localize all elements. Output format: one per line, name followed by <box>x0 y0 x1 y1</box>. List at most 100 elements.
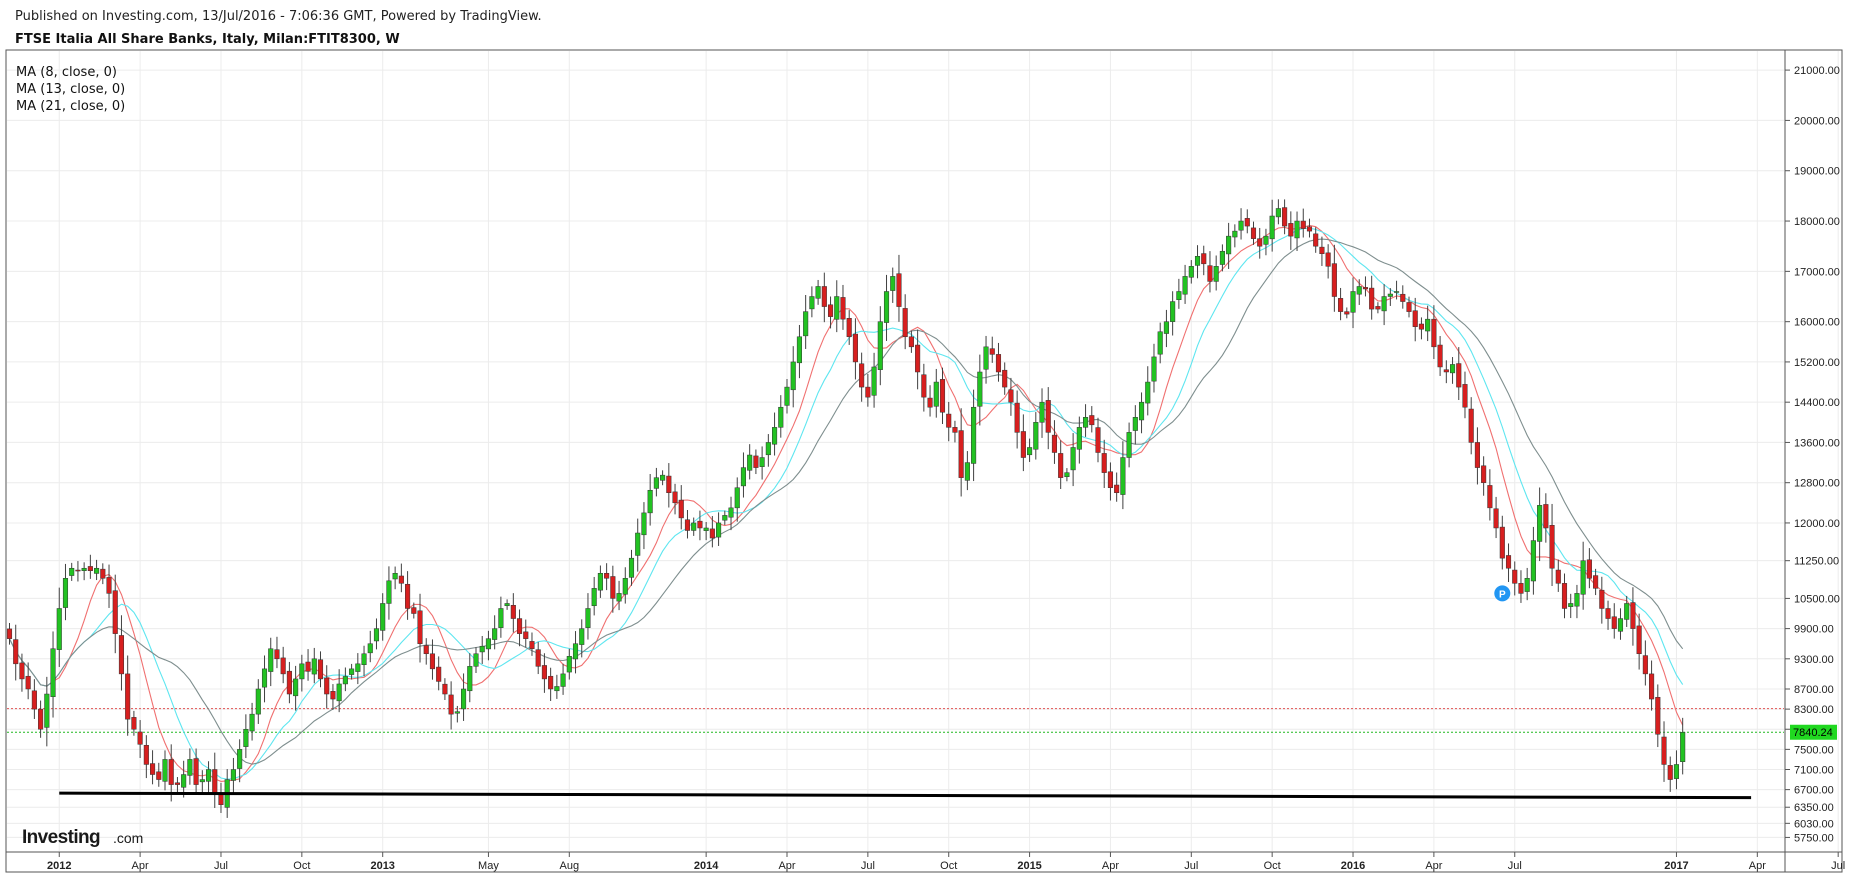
candle <box>280 646 286 684</box>
candle <box>1505 543 1512 582</box>
candle-down <box>958 430 964 478</box>
candle-up <box>747 454 753 471</box>
p-marker[interactable]: P <box>1494 585 1511 602</box>
marker-circle[interactable] <box>1494 585 1511 602</box>
candle-down <box>1107 471 1113 488</box>
candle-down <box>1095 427 1101 453</box>
candle <box>1020 414 1026 472</box>
candle <box>1561 573 1568 619</box>
candle-down <box>38 708 44 730</box>
candle <box>1493 496 1499 539</box>
candle-up <box>566 656 572 673</box>
candle <box>1468 397 1474 455</box>
candle-up <box>243 728 249 747</box>
candle-up <box>268 648 274 672</box>
candle-down <box>946 413 952 428</box>
y-tick-label: 12800.00 <box>1794 478 1840 490</box>
candle-down <box>1505 555 1512 569</box>
candle <box>1549 503 1555 587</box>
candle-down <box>398 575 404 584</box>
candle <box>759 446 765 480</box>
candle <box>62 563 69 621</box>
x-tick-label: Oct <box>940 860 957 872</box>
candle-down <box>1014 402 1020 433</box>
candle <box>834 280 840 333</box>
candle-down <box>1020 431 1026 458</box>
candle <box>1568 593 1574 619</box>
candle <box>199 770 205 794</box>
candle <box>821 272 827 323</box>
candle <box>100 563 106 585</box>
x-tick-label: 2013 <box>370 860 394 872</box>
candle-up <box>796 336 802 364</box>
candle <box>125 655 131 736</box>
candle-up <box>1294 220 1300 239</box>
x-tick-label: Apr <box>1425 860 1442 872</box>
candle <box>461 673 467 721</box>
candle <box>1431 305 1437 360</box>
candle-up <box>647 489 653 514</box>
candle <box>827 296 834 329</box>
candle <box>591 576 597 616</box>
candle-down <box>709 528 715 539</box>
candle-up <box>342 676 348 685</box>
candle-up <box>1076 427 1082 450</box>
legend-ma8[interactable]: MA (8, close, 0) <box>16 65 117 80</box>
candle-up <box>591 588 597 607</box>
candle-down <box>429 653 436 670</box>
candle-down <box>330 691 336 700</box>
candle <box>1033 412 1039 460</box>
candle <box>305 649 311 681</box>
candle-up <box>1039 401 1045 423</box>
legend-ma13[interactable]: MA (13, close, 0) <box>16 82 125 97</box>
candle <box>1250 221 1257 245</box>
candle <box>1642 640 1648 686</box>
candle-down <box>417 610 423 644</box>
candle-down <box>411 607 417 614</box>
candle-down <box>1487 485 1493 509</box>
candle <box>933 368 939 418</box>
candle <box>94 559 100 581</box>
candle-down <box>305 661 311 672</box>
candle-down <box>118 635 125 675</box>
candle-up <box>261 668 268 688</box>
candle <box>566 648 572 680</box>
candle <box>1201 245 1207 276</box>
chart-frame <box>5 49 1843 873</box>
candle-up <box>977 371 983 407</box>
candle <box>1680 717 1686 775</box>
candle <box>790 346 796 408</box>
candle <box>405 571 411 620</box>
candle <box>1151 343 1157 393</box>
legend-ma21[interactable]: MA (21, close, 0) <box>16 99 125 114</box>
candle <box>1586 548 1592 589</box>
support-trendline[interactable] <box>59 791 1752 800</box>
candle-up <box>1145 381 1151 404</box>
candle-down <box>156 771 162 780</box>
candle-up <box>230 769 236 781</box>
candle-up <box>1170 301 1176 322</box>
candle-up <box>1120 457 1126 495</box>
candle-up <box>597 573 603 591</box>
candle <box>796 324 802 379</box>
candle-up <box>778 406 784 428</box>
candle-down <box>666 475 672 494</box>
candle-up <box>585 608 591 628</box>
candle-down <box>317 659 324 680</box>
candle <box>946 401 952 442</box>
candle <box>983 335 989 384</box>
candle-down <box>952 427 958 433</box>
candle-down <box>448 694 454 715</box>
candle-down <box>1338 298 1344 312</box>
candle <box>716 512 722 546</box>
candle <box>666 463 672 508</box>
y-tick-label: 20000.00 <box>1794 115 1840 127</box>
candle <box>498 596 504 638</box>
support-line[interactable] <box>59 791 1752 800</box>
y-tick-label: 6350.00 <box>1794 802 1834 814</box>
candle <box>1213 255 1219 291</box>
candle <box>1188 260 1194 284</box>
candle <box>1350 277 1356 329</box>
candle <box>1145 366 1151 416</box>
